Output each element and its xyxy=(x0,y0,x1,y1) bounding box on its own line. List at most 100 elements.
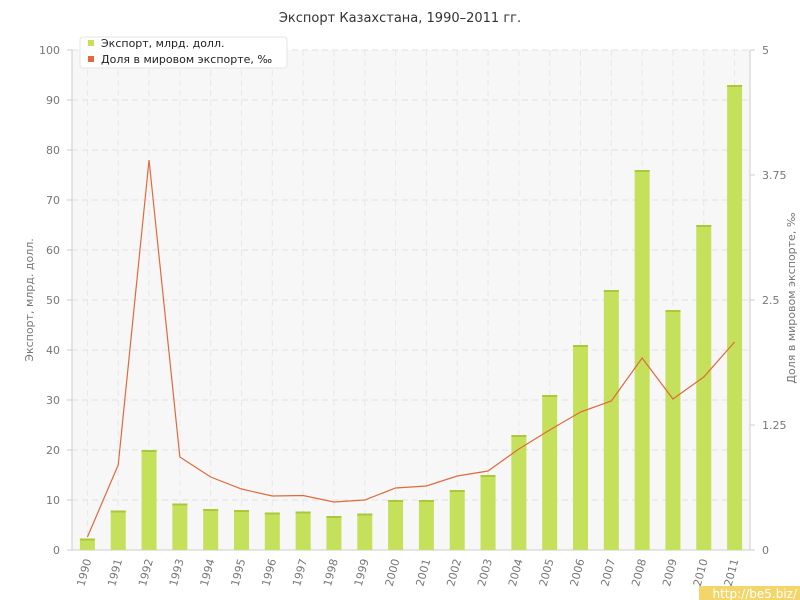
x-axis-ticks: 1990 1991 1992 1993 1994 1995 1996 1997 1998 1999… xyxy=(75,557,742,587)
x-tick-label: 1998 xyxy=(321,557,341,587)
bar-1999 xyxy=(357,513,373,550)
bar-cap-1998 xyxy=(326,516,342,518)
x-tick-label: 2009 xyxy=(660,557,680,587)
left-axis-title: Экспорт, млрд. долл. xyxy=(23,238,36,361)
line-series xyxy=(86,159,736,538)
bar-1991 xyxy=(110,510,126,550)
x-tick-label: 1990 xyxy=(75,557,95,587)
bar-cap-2008 xyxy=(634,170,650,172)
bar-2003 xyxy=(480,475,496,550)
x-tick-label: 1993 xyxy=(167,557,187,587)
left-tick-label: 90 xyxy=(46,94,60,107)
x-tick-label: 2001 xyxy=(414,557,434,587)
left-tick-label: 50 xyxy=(46,294,60,307)
chart-title: Экспорт Казахстана, 1990–2011 гг. xyxy=(279,11,521,26)
bar-2001 xyxy=(418,500,434,550)
x-tick-label: 1997 xyxy=(290,557,310,587)
legend: Экспорт, млрд. долл. Доля в мировом эксп… xyxy=(79,36,288,69)
bar-cap-2005 xyxy=(542,395,558,397)
left-tick-label: 0 xyxy=(53,544,60,557)
right-tick-label: 2.5 xyxy=(762,294,780,307)
bar-cap-1995 xyxy=(234,510,249,512)
legend-label-export: Экспорт, млрд. долл. xyxy=(101,37,224,50)
bar-cap-1999 xyxy=(357,513,373,516)
x-tick-label: 1991 xyxy=(105,557,125,587)
bar-1998 xyxy=(326,516,342,550)
bar-cap-1992 xyxy=(141,450,157,452)
x-tick-label: 2008 xyxy=(629,557,649,587)
bar-2008 xyxy=(634,170,650,550)
left-tick-label: 30 xyxy=(46,394,60,407)
left-tick-label: 70 xyxy=(46,194,60,207)
bar-cap-2001 xyxy=(418,500,434,502)
x-tick-label: 2011 xyxy=(722,557,742,587)
bar-2009 xyxy=(665,310,681,550)
bar-cap-1997 xyxy=(295,511,311,514)
bar-cap-1991 xyxy=(110,510,126,513)
x-tick-label: 2002 xyxy=(444,557,464,587)
bar-2000 xyxy=(388,500,404,550)
bar-1992 xyxy=(141,450,157,550)
bar-2005 xyxy=(542,395,558,550)
x-tick-label: 2004 xyxy=(506,557,526,587)
bar-cap-2000 xyxy=(388,500,404,502)
x-tick-label: 1994 xyxy=(198,557,218,587)
left-tick-label: 60 xyxy=(46,244,60,257)
bar-1994 xyxy=(203,509,219,550)
left-axis-ticks: 0 10 20 30 40 50 60 70 80 90 100 xyxy=(39,44,72,557)
bar-series xyxy=(79,85,743,550)
right-axis-title: Доля в мировом экспорте, ‰ xyxy=(785,212,798,383)
x-tick-label: 2007 xyxy=(598,557,618,587)
watermark-link: http://be5.biz/ xyxy=(712,587,797,600)
x-tick-label: 1999 xyxy=(352,557,372,587)
share-line xyxy=(86,159,736,538)
watermark-badge xyxy=(699,586,800,600)
bar-cap-2004 xyxy=(511,435,527,437)
x-tick-label: 2006 xyxy=(568,557,588,587)
legend-swatch-export xyxy=(88,40,94,46)
grid-lines xyxy=(72,49,750,550)
bar-1997 xyxy=(295,511,311,550)
legend-swatch-share xyxy=(88,56,94,62)
bar-2011 xyxy=(727,85,743,550)
bar-cap-1994 xyxy=(203,509,219,511)
x-tick-label: 2005 xyxy=(537,557,557,587)
x-tick-label: 1995 xyxy=(229,557,249,587)
left-tick-label: 100 xyxy=(39,44,60,57)
legend-label-share: Доля в мировом экспорте, ‰ xyxy=(101,53,272,66)
bar-cap-2003 xyxy=(480,475,496,477)
bar-cap-2011 xyxy=(727,85,743,87)
bar-cap-2010 xyxy=(696,225,712,227)
bar-1990 xyxy=(79,538,95,550)
x-tick-label: 2010 xyxy=(691,557,711,587)
right-tick-label: 1.25 xyxy=(762,419,787,432)
bar-1996 xyxy=(264,512,280,550)
bar-2002 xyxy=(449,490,465,550)
bar-2006 xyxy=(573,345,588,550)
legend-box xyxy=(79,36,288,69)
right-tick-label: 3.75 xyxy=(762,169,787,182)
left-tick-label: 40 xyxy=(46,344,60,357)
left-tick-label: 80 xyxy=(46,144,60,157)
left-tick-label: 10 xyxy=(46,494,60,507)
bar-cap-1996 xyxy=(264,512,280,515)
x-tick-label: 2003 xyxy=(475,557,495,587)
bar-cap-2007 xyxy=(603,290,619,292)
bar-1993 xyxy=(172,503,188,550)
right-tick-label: 0 xyxy=(762,544,769,557)
bar-cap-1990 xyxy=(79,538,95,541)
x-tick-label: 2000 xyxy=(383,557,403,587)
bar-2010 xyxy=(696,225,712,550)
right-tick-label: 5 xyxy=(762,44,769,57)
bar-2007 xyxy=(603,290,619,550)
bar-1995 xyxy=(234,510,249,550)
x-tick-label: 1996 xyxy=(259,557,279,587)
bar-cap-2009 xyxy=(665,310,681,312)
right-axis-ticks: 0 1.25 2.5 3.75 5 xyxy=(750,44,787,557)
x-tick-label: 1992 xyxy=(136,557,156,587)
left-tick-label: 20 xyxy=(46,444,60,457)
bar-2004 xyxy=(511,435,527,550)
bar-cap-1993 xyxy=(172,503,188,506)
bar-cap-2006 xyxy=(573,345,588,347)
